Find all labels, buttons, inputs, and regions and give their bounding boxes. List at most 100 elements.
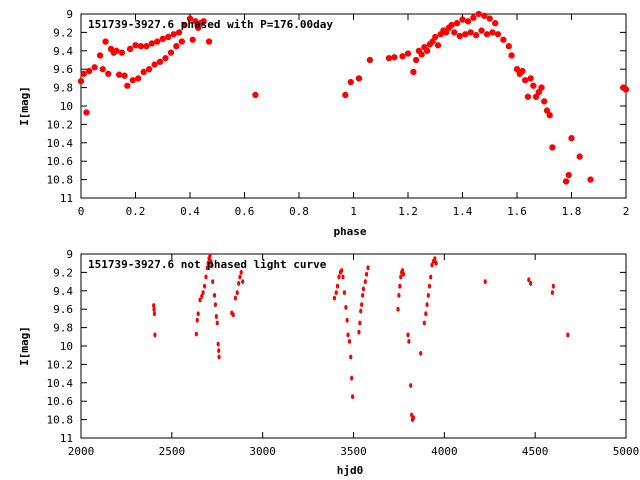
data-point <box>451 29 458 36</box>
data-point <box>406 332 410 338</box>
data-point <box>77 78 85 85</box>
data-point <box>533 93 540 100</box>
y-tick-label: 9.4 <box>53 285 73 298</box>
data-point <box>156 58 164 65</box>
data-point <box>340 268 344 273</box>
x-tick-label: 0.6 <box>235 205 255 218</box>
x-tick-label: 2500 <box>159 445 186 458</box>
data-point <box>622 86 630 93</box>
data-point <box>409 383 413 388</box>
y-tick-label: 9 <box>66 8 73 21</box>
y-axis-label: I[mag] <box>18 326 31 366</box>
data-point <box>426 293 430 298</box>
data-point <box>347 339 352 344</box>
data-point <box>210 262 214 268</box>
data-point <box>83 109 90 116</box>
data-point <box>538 84 545 91</box>
data-point <box>200 293 204 299</box>
y-tick-label: 9.2 <box>53 266 73 279</box>
data-point <box>97 52 104 59</box>
data-point <box>200 18 207 25</box>
data-point <box>467 29 474 36</box>
y-tick-label: 10.4 <box>47 377 74 390</box>
data-point <box>140 68 147 76</box>
data-point <box>464 18 471 25</box>
data-point <box>551 283 555 289</box>
x-tick-label: 0.2 <box>126 205 146 218</box>
data-point <box>434 260 438 266</box>
x-tick-labels: 2000 2500 3000 3500 4000 4500 5000 <box>68 445 640 458</box>
data-point <box>152 306 156 312</box>
chart-title: 151739-3927.6 not phased light curve <box>88 258 327 271</box>
data-point <box>443 29 450 36</box>
data-point <box>238 274 242 280</box>
y-tick-label: 10.2 <box>47 118 74 131</box>
data-point <box>404 50 412 57</box>
data-point <box>231 312 235 318</box>
data-point <box>419 350 423 356</box>
data-point <box>350 375 354 381</box>
data-point <box>342 91 349 99</box>
data-points <box>152 253 570 422</box>
data-point <box>135 75 142 82</box>
data-point <box>165 33 172 41</box>
data-point <box>407 339 411 344</box>
data-points <box>77 10 630 185</box>
x-axis-label: hjd0 <box>337 464 364 477</box>
data-point <box>527 277 531 283</box>
x-tick-label: 1.2 <box>398 205 418 218</box>
data-point <box>127 45 134 53</box>
data-point <box>432 33 439 41</box>
data-point <box>347 79 354 86</box>
data-point <box>152 303 156 308</box>
data-point <box>418 51 425 58</box>
data-point <box>430 262 434 268</box>
data-point <box>550 290 555 296</box>
y-tick-label: 10 <box>60 340 73 353</box>
data-point <box>213 302 218 307</box>
data-point <box>346 332 350 338</box>
x-tick-label: 1.4 <box>453 205 473 218</box>
data-point <box>204 274 208 280</box>
data-point <box>401 271 406 277</box>
data-point <box>358 320 362 326</box>
data-point <box>411 415 416 421</box>
axis-ticks <box>80 253 627 439</box>
x-tick-label: 3500 <box>340 445 367 458</box>
data-point <box>105 70 112 77</box>
data-point <box>181 21 188 29</box>
data-point <box>427 283 432 289</box>
data-point <box>543 107 551 114</box>
x-tick-label: 0.8 <box>289 205 309 218</box>
data-point <box>359 308 363 314</box>
y-tick-label: 11 <box>60 192 73 205</box>
x-tick-label: 1.6 <box>507 205 527 218</box>
data-point <box>422 320 426 326</box>
data-point <box>385 55 392 62</box>
data-point <box>568 135 575 142</box>
data-point <box>429 274 433 280</box>
data-point <box>483 279 487 284</box>
data-point <box>195 317 199 323</box>
data-point <box>335 283 340 289</box>
data-point <box>399 53 406 60</box>
data-point <box>91 64 98 71</box>
data-point <box>132 42 139 49</box>
data-point <box>396 306 400 312</box>
data-point <box>505 43 512 50</box>
x-tick-label: 4000 <box>431 445 458 458</box>
x-tick-label: 1.8 <box>562 205 582 218</box>
data-point <box>206 260 210 266</box>
data-point <box>587 176 594 183</box>
data-point <box>366 56 373 64</box>
y-tick-label: 11 <box>60 432 73 445</box>
plot-area-frame <box>80 253 627 439</box>
data-point <box>99 66 106 73</box>
data-point <box>148 40 155 47</box>
data-point <box>529 281 533 286</box>
data-point <box>454 20 461 27</box>
data-point <box>355 75 362 82</box>
data-point <box>546 112 553 119</box>
data-point <box>195 24 202 31</box>
y-tick-label: 10.8 <box>47 174 74 187</box>
